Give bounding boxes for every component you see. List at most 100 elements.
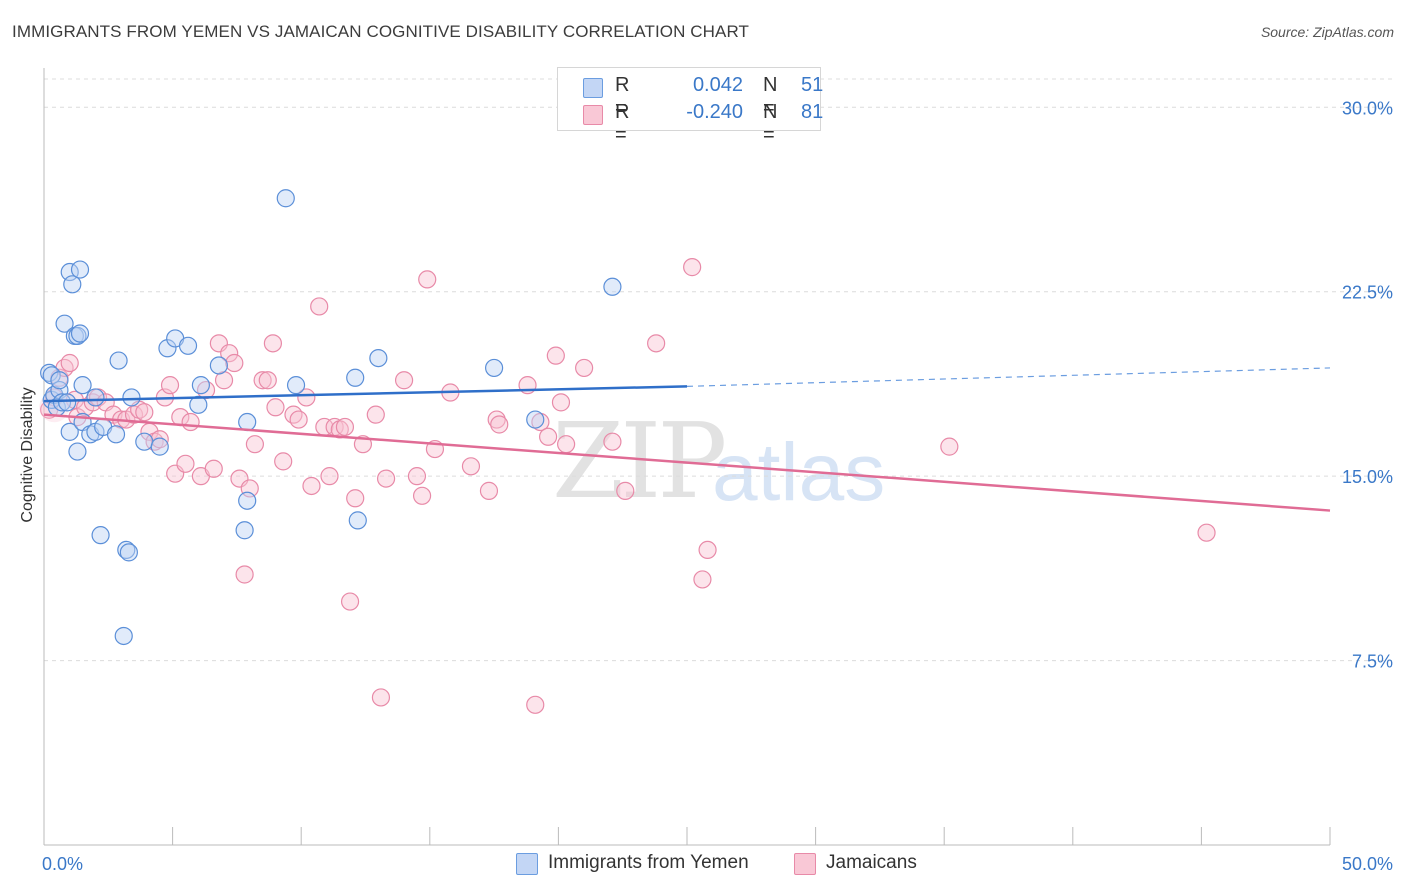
- jamaicans-point: [235, 565, 254, 584]
- jamaicans-point: [371, 688, 391, 707]
- legend-n-value: 51: [801, 74, 824, 96]
- jamaicans-point: [253, 371, 272, 390]
- jamaicans-point: [418, 270, 437, 289]
- jamaicans-point: [176, 454, 195, 473]
- jamaicans-point: [302, 476, 321, 496]
- stats-legend: R = 0.042 N = 51 R = -0.240 N = 81: [557, 67, 824, 146]
- jamaicans-point: [526, 695, 545, 714]
- jamaicans-point: [539, 427, 558, 446]
- jamaicans-point: [940, 437, 959, 456]
- jamaicans-point: [160, 376, 180, 395]
- jamaicans-point: [412, 486, 432, 505]
- yemen-point: [52, 393, 72, 412]
- legend-r-value: 0.042: [692, 74, 743, 96]
- yemen-point: [150, 437, 169, 456]
- jamaicans-point: [225, 353, 244, 373]
- jamaicans-point: [461, 457, 481, 476]
- jamaicans-point: [340, 592, 360, 611]
- yemen-point: [346, 368, 365, 387]
- jamaicans-point: [546, 346, 565, 365]
- yemen-point: [603, 277, 622, 296]
- jamaicans-point: [335, 417, 355, 437]
- legend-n-label: N =: [763, 101, 778, 146]
- jamaicans-point: [60, 353, 79, 373]
- jamaicans-trend-line: [43, 413, 1331, 512]
- jamaicans-points: [39, 258, 1216, 714]
- jamaicans-point: [83, 393, 102, 412]
- yemen-point: [70, 324, 90, 343]
- yemen-point: [189, 395, 208, 414]
- jamaicans-point: [603, 432, 622, 451]
- chart-title: IMMIGRANTS FROM YEMEN VS JAMAICAN COGNIT…: [12, 22, 750, 41]
- jamaicans-point: [181, 412, 200, 432]
- yemen-point: [348, 511, 367, 530]
- jamaicans-point: [616, 481, 635, 500]
- yemen-point: [178, 336, 198, 355]
- jamaicans-point: [366, 405, 385, 424]
- jamaicans-point: [346, 489, 365, 508]
- x-tick-label-min: 0.0%: [42, 854, 83, 874]
- jamaicans-point: [245, 435, 265, 454]
- legend-r-label: R =: [615, 101, 630, 146]
- yemen-trend-line: [43, 385, 688, 403]
- source-label: Source: ZipAtlas.com: [1260, 24, 1394, 40]
- yemen-point: [91, 526, 110, 545]
- yemen-point: [135, 432, 154, 451]
- jamaicans-point: [297, 388, 316, 407]
- yemen-point: [158, 339, 177, 358]
- jamaicans-point: [284, 405, 303, 424]
- jamaicans-point: [683, 258, 702, 277]
- x-tick-label-max: 50.0%: [1342, 854, 1393, 874]
- yemen-point: [68, 442, 87, 461]
- jamaicans-point: [266, 398, 285, 417]
- yemen-point: [191, 376, 210, 395]
- jamaicans-point: [150, 430, 169, 449]
- jamaicans-point: [204, 459, 223, 478]
- jamaicans-point: [274, 452, 293, 471]
- yemen-point: [60, 422, 79, 441]
- y-tick-label: 22.5%: [1342, 283, 1393, 303]
- yemen-point: [114, 626, 133, 646]
- yemen-point: [369, 348, 388, 368]
- jamaicans-point: [551, 393, 571, 412]
- yemen-point: [40, 363, 59, 382]
- yemen-points: [40, 189, 622, 646]
- yemen-point: [70, 260, 90, 279]
- jamaicans-point: [263, 334, 283, 353]
- watermark-atlas: atlas: [712, 427, 886, 518]
- yemen-point: [68, 326, 87, 346]
- jamaicans-point: [487, 410, 506, 429]
- jamaicans-point: [220, 344, 239, 363]
- jamaicans-point: [698, 540, 717, 560]
- jamaicans-point: [394, 371, 414, 390]
- jamaicans-point: [1197, 523, 1216, 542]
- yemen-point: [485, 358, 504, 378]
- legend-swatch-yemen: [583, 78, 603, 98]
- yemen-point: [235, 521, 254, 540]
- jamaicans-point: [557, 435, 576, 454]
- jamaicans-point: [490, 415, 509, 434]
- legend-swatch-jamaicans: [583, 105, 603, 125]
- y-tick-label: 15.0%: [1342, 467, 1393, 487]
- yemen-point: [86, 388, 105, 407]
- series-swatch-jamaicans: [794, 853, 816, 875]
- yemen-point: [58, 393, 77, 412]
- yemen-point: [50, 371, 69, 390]
- yemen-point: [238, 412, 257, 432]
- tick-labels: 7.5% 15.0% 22.5% 30.0% 0.0% 50.0%: [42, 98, 1393, 874]
- yemen-point: [109, 351, 128, 370]
- yemen-point: [55, 314, 74, 333]
- trend-lines: [43, 367, 1331, 512]
- series-label-jamaicans: Jamaicans: [826, 852, 917, 873]
- yemen-point: [209, 356, 228, 375]
- watermark-zip: ZIP: [552, 400, 727, 522]
- yemen-point: [63, 275, 82, 294]
- jamaicans-point: [258, 371, 277, 390]
- jamaicans-point: [407, 467, 427, 486]
- y-tick-label: 30.0%: [1342, 98, 1393, 118]
- legend-r-value: -0.240: [686, 101, 743, 123]
- jamaicans-point: [289, 410, 308, 429]
- yemen-point: [106, 425, 126, 444]
- jamaicans-point: [376, 469, 396, 488]
- yemen-point: [122, 388, 141, 407]
